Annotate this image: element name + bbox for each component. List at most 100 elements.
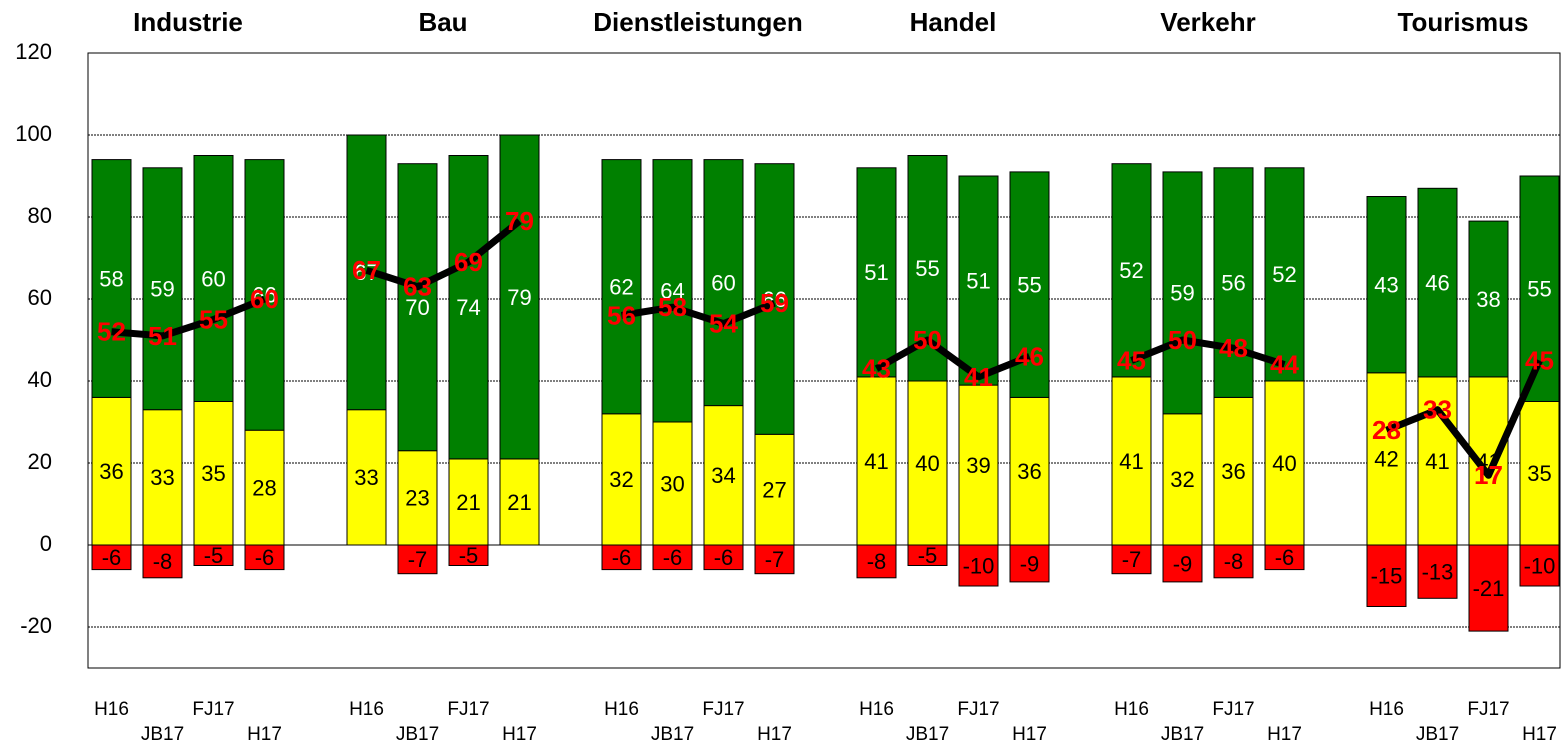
x-tick-label: H17 bbox=[1267, 724, 1302, 744]
bar-segment bbox=[142, 544, 183, 579]
bar-segment bbox=[244, 159, 285, 431]
line-value-label: 67 bbox=[352, 255, 381, 285]
value-label: 40 bbox=[1272, 451, 1296, 476]
line-value-label: 56 bbox=[607, 300, 636, 330]
bar-segment bbox=[1162, 544, 1203, 583]
value-label: -8 bbox=[1224, 549, 1244, 574]
x-tick-label: H17 bbox=[1522, 724, 1557, 744]
line bbox=[874, 336, 1031, 381]
line-value-label: 45 bbox=[1525, 345, 1554, 375]
line-value-label: 63 bbox=[403, 272, 432, 302]
bar-segment bbox=[652, 544, 693, 571]
x-tick-label: H16 bbox=[1114, 699, 1149, 720]
value-label: 35 bbox=[1527, 461, 1551, 486]
x-tick-label: FJ17 bbox=[192, 699, 234, 720]
line-value-label: 41 bbox=[964, 362, 993, 392]
value-label: 32 bbox=[609, 467, 633, 492]
x-tick-label: H17 bbox=[247, 724, 282, 744]
value-label: 60 bbox=[201, 266, 225, 291]
value-label: 38 bbox=[1476, 287, 1500, 312]
value-label: -10 bbox=[1524, 553, 1556, 578]
bar-segment bbox=[193, 155, 234, 402]
value-label: 55 bbox=[1527, 277, 1551, 302]
bar-segment bbox=[754, 544, 795, 575]
line-value-label: 46 bbox=[1015, 341, 1044, 371]
value-label: -10 bbox=[963, 553, 995, 578]
group-title: Dienstleistungen bbox=[593, 7, 802, 37]
line-value-label: 17 bbox=[1474, 460, 1503, 490]
bar-segment bbox=[1111, 163, 1152, 378]
y-tick-label: 60 bbox=[28, 285, 52, 310]
value-label: 42 bbox=[1374, 447, 1398, 472]
value-label: -5 bbox=[204, 543, 224, 568]
bar-segment bbox=[1162, 413, 1203, 546]
bar-segment bbox=[91, 544, 132, 571]
bar-segment bbox=[754, 433, 795, 546]
line-value-label: 50 bbox=[1168, 325, 1197, 355]
value-label: 21 bbox=[507, 490, 531, 515]
bar-segment bbox=[601, 159, 642, 415]
value-label: -7 bbox=[408, 547, 428, 572]
bar-segment bbox=[193, 544, 234, 566]
bar-segment bbox=[1264, 380, 1305, 546]
x-tick-label: H17 bbox=[502, 724, 537, 744]
bar-segment bbox=[1264, 167, 1305, 382]
bar-segment bbox=[1111, 376, 1152, 546]
value-label: 32 bbox=[1170, 467, 1194, 492]
x-tick-label: JB17 bbox=[906, 724, 949, 744]
value-label: -7 bbox=[1122, 547, 1142, 572]
line-value-label: 79 bbox=[505, 206, 534, 236]
value-label: 39 bbox=[966, 453, 990, 478]
line-value-label: 50 bbox=[913, 325, 942, 355]
value-label: 79 bbox=[507, 285, 531, 310]
value-label: 43 bbox=[1374, 272, 1398, 297]
value-label: 64 bbox=[660, 279, 684, 304]
bar-segment bbox=[499, 134, 540, 460]
bar-segment bbox=[397, 163, 438, 452]
value-label: -5 bbox=[459, 543, 479, 568]
x-tick-label: H16 bbox=[94, 699, 129, 720]
value-label: 56 bbox=[1221, 270, 1245, 295]
y-tick-label: 0 bbox=[40, 531, 52, 556]
line-value-label: 48 bbox=[1219, 333, 1248, 363]
bar-segment bbox=[1009, 396, 1050, 546]
value-label: -7 bbox=[765, 547, 785, 572]
value-label: 36 bbox=[1221, 459, 1245, 484]
x-tick-label: H17 bbox=[1012, 724, 1047, 744]
bar-segment bbox=[91, 396, 132, 546]
bar-segment bbox=[1213, 167, 1254, 398]
bar-segment bbox=[1366, 196, 1407, 374]
bar-segment bbox=[907, 380, 948, 546]
group-title: Tourismus bbox=[1398, 7, 1529, 37]
line-value-label: 55 bbox=[199, 304, 228, 334]
bar-segment bbox=[1213, 544, 1254, 579]
value-label: 34 bbox=[711, 463, 735, 488]
value-label: -6 bbox=[102, 545, 122, 570]
x-tick-label: H16 bbox=[349, 699, 384, 720]
value-label: 52 bbox=[1272, 262, 1296, 287]
line-value-label: 44 bbox=[1270, 349, 1299, 379]
bar-segment bbox=[958, 384, 999, 546]
line-value-label: 58 bbox=[658, 292, 687, 322]
value-label: 40 bbox=[915, 451, 939, 476]
value-label: 33 bbox=[354, 465, 378, 490]
line bbox=[1385, 359, 1543, 479]
x-tick-label: H16 bbox=[859, 699, 894, 720]
line-value-label: 33 bbox=[1423, 395, 1452, 425]
bar-segment bbox=[1417, 544, 1458, 599]
y-tick-label: -20 bbox=[20, 613, 52, 638]
bar-segment bbox=[1009, 544, 1050, 583]
bar-segment bbox=[1111, 544, 1152, 575]
value-label: 33 bbox=[150, 465, 174, 490]
x-tick-label: JB17 bbox=[1416, 724, 1459, 744]
line bbox=[365, 218, 522, 291]
value-label: -15 bbox=[1371, 564, 1403, 589]
bar-segment bbox=[448, 544, 489, 566]
group-title: Verkehr bbox=[1160, 7, 1255, 37]
y-tick-label: 40 bbox=[28, 367, 52, 392]
x-tick-label: FJ17 bbox=[957, 699, 999, 720]
y-tick-label: 80 bbox=[28, 203, 52, 228]
bar-segment bbox=[856, 167, 897, 378]
value-label: 41 bbox=[864, 449, 888, 474]
